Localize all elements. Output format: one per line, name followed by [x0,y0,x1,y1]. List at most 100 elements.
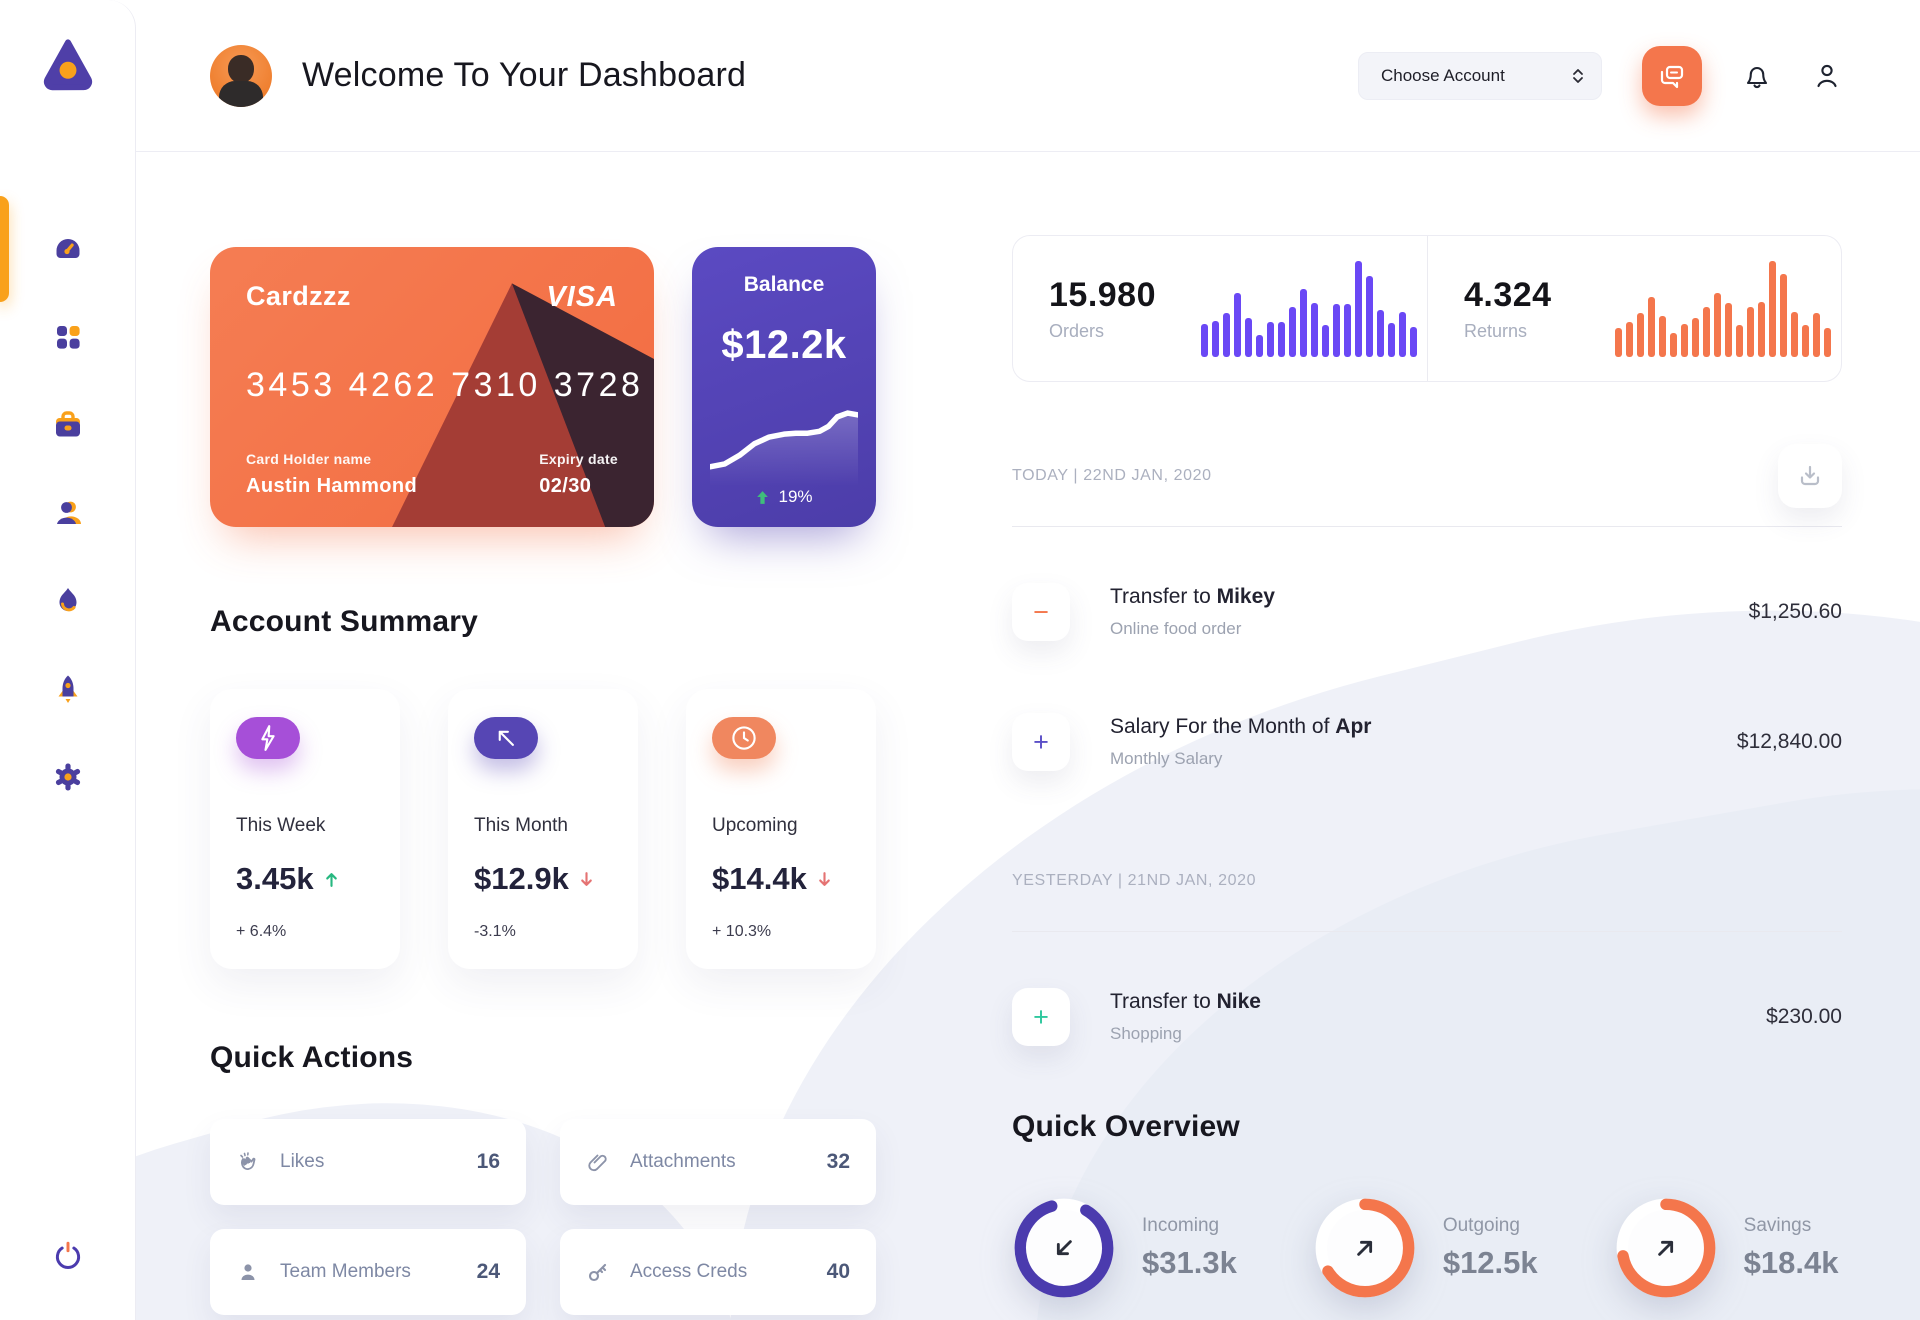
summary-delta: + 10.3% [712,923,772,940]
returns-label: Returns [1464,320,1528,341]
transaction-row[interactable]: + Transfer to Nike Shopping $230.00 [1012,988,1842,1046]
team-members-action[interactable]: Team Members 24 [210,1229,526,1315]
active-indicator [0,196,9,302]
sidebar-item-projects[interactable] [0,408,135,442]
credit-card: Cardzzz VISA 3453 4262 7310 3728 Card Ho… [210,247,654,527]
plus-icon: + [1012,713,1070,771]
orders-bar-chart [1201,260,1417,357]
dashboard-speedometer-icon [56,239,79,258]
access-creds-action[interactable]: Access Creds 40 [560,1229,876,1315]
paperclip-icon [588,1154,607,1172]
overview-outgoing: Outgoing $12.5k [1313,1196,1538,1300]
overview-savings: Savings $18.4k [1614,1196,1839,1300]
quick-overview-row: Incoming $31.3k [1012,1196,1842,1300]
visa-logo: VISA [546,281,618,313]
card-holder-label: Card Holder name [246,451,372,467]
account-summary-title: Account Summary [210,605,479,638]
orders-returns-card: 15.980 Orders 4.324 Returns [1012,235,1842,382]
sidebar-item-settings[interactable] [0,760,135,794]
summary-label: This Month [474,815,568,836]
download-button[interactable] [1778,444,1842,508]
profile-button[interactable] [1812,61,1842,91]
incoming-ring-chart [1012,1196,1116,1300]
left-column: Cardzzz VISA 3453 4262 7310 3728 Card Ho… [210,247,876,1315]
chevron-up-down-icon [1573,68,1583,83]
summary-card-this-month: This Month $12.9k -3.1% [448,689,638,969]
action-label: Likes [280,1151,325,1172]
trend-down-icon [819,871,830,886]
sidebar-item-apps[interactable] [0,320,135,354]
gear-icon [55,763,80,791]
transactions-date: YESTERDAY | 21ND JAN, 2020 [1012,872,1257,889]
lightning-icon [236,717,300,759]
returns-stat: 4.324 Returns [1427,236,1841,381]
key-icon [588,1263,607,1282]
choose-account-label: Choose Account [1381,65,1505,85]
savings-ring-chart [1614,1196,1718,1300]
app-logo[interactable] [39,34,97,92]
quick-actions-title: Quick Actions [210,1041,414,1074]
arrow-up-icon [757,490,769,504]
member-icon [241,1264,255,1280]
avatar[interactable] [210,44,272,107]
summary-value: $14.4k [712,861,850,897]
logout-button[interactable] [51,1239,85,1276]
transaction-amount: $12,840.00 [1736,730,1842,753]
choose-account-select[interactable]: Choose Account [1358,51,1602,100]
sidebar-item-launch[interactable] [0,672,135,706]
clap-hands-icon [240,1152,256,1170]
logo-triangle-icon [43,39,92,91]
balance-change-value: 19% [778,487,813,506]
transaction-amount: $1,250.60 [1748,600,1842,623]
likes-action[interactable]: Likes 16 [210,1119,526,1205]
attachments-action[interactable]: Attachments 32 [560,1119,876,1205]
transaction-row[interactable]: − Transfer to Mikey Online food order $1… [1012,583,1842,641]
card-holder-name: Austin Hammond [246,475,418,497]
divider [1012,931,1842,932]
sidebar-item-activity[interactable] [0,584,135,618]
arrow-up-right-icon [1313,1196,1417,1300]
user-icon [56,501,81,524]
messages-button[interactable] [1642,45,1702,106]
arrow-down-left-icon [1012,1196,1116,1300]
content: Cardzzz VISA 3453 4262 7310 3728 Card Ho… [136,152,1920,1315]
summary-delta: -3.1% [474,923,516,940]
balance-card: Balance $12.2k [692,247,876,527]
transaction-title: Transfer to Mikey [1110,585,1275,608]
overview-label: Outgoing [1442,1215,1520,1236]
action-label: Attachments [630,1151,736,1172]
overview-value: $18.4k [1743,1245,1839,1280]
action-label: Access Creds [630,1261,748,1282]
summary-card-upcoming: Upcoming $14.4k + 10.3% [686,689,876,969]
cards-row: Cardzzz VISA 3453 4262 7310 3728 Card Ho… [210,247,876,527]
summary-label: Upcoming [712,815,798,836]
orders-label: Orders [1049,320,1105,341]
notifications-button[interactable] [1742,61,1772,91]
sidebar-item-dashboard[interactable] [0,196,135,302]
power-icon [55,1241,80,1269]
summary-value: 3.45k [236,861,374,897]
transaction-row[interactable]: + Salary For the Month of Apr Monthly Sa… [1012,713,1842,771]
sidebar [0,0,136,1320]
main-area: Welcome To Your Dashboard Choose Account [136,0,1920,1320]
overview-label: Incoming [1142,1215,1220,1236]
header: Welcome To Your Dashboard Choose Account [136,0,1920,152]
card-name: Cardzzz [246,281,351,311]
download-icon [1800,465,1820,486]
right-column: 15.980 Orders 4.324 Returns [1012,235,1842,1315]
action-count: 16 [476,1150,500,1173]
arrow-up-right-icon [1614,1196,1718,1300]
minus-icon: − [1012,583,1070,641]
summary-value: $12.9k [474,861,612,897]
bell-icon [1746,66,1768,88]
apps-grid-icon [56,326,80,349]
flame-icon [59,588,76,612]
quick-actions-grid: Likes 16 Attachments 32 [210,1119,876,1315]
transaction-subtitle: Shopping [1110,1024,1182,1043]
card-number: 3453 4262 7310 3728 [246,366,644,404]
briefcase-icon [55,411,80,437]
transactions-date: TODAY | 22ND JAN, 2020 [1012,467,1212,484]
returns-bar-chart [1615,260,1831,357]
sidebar-item-team[interactable] [0,496,135,530]
orders-stat: 15.980 Orders [1013,236,1427,381]
